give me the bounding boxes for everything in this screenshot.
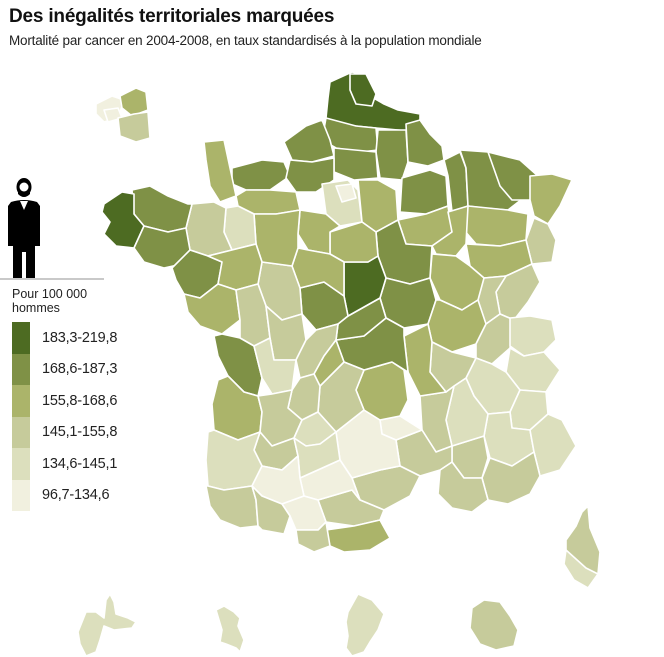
legend-swatch: [12, 448, 30, 480]
legend-swatch: [12, 322, 30, 354]
legend-label: 183,3-219,8: [42, 329, 118, 346]
legend-item: 96,7-134,6: [12, 479, 117, 511]
legend-label: 168,6-187,3: [42, 361, 118, 378]
ile-de-france-inset: [95, 87, 151, 143]
legend-divider: [0, 278, 104, 280]
martinique: [215, 605, 245, 653]
legend-item: 168,6-187,3: [12, 353, 118, 385]
la-reunion: [469, 599, 519, 651]
legend-swatch: [12, 479, 30, 511]
legend-label: 134,6-145,1: [42, 455, 118, 472]
chart-subtitle: Mortalité par cancer en 2004-2008, en ta…: [9, 33, 482, 48]
legend: 183,3-219,8 168,6-187,3 155,8-168,6 145,…: [12, 322, 117, 511]
legend-label: 155,8-168,6: [42, 392, 118, 409]
guyane: [345, 593, 385, 657]
legend-item: 145,1-155,8: [12, 416, 118, 448]
legend-label: 145,1-155,8: [42, 424, 118, 441]
legend-swatch: [12, 385, 30, 417]
legend-swatch: [12, 353, 30, 385]
legend-item: 134,6-145,1: [12, 448, 117, 480]
legend-item: 183,3-219,8: [12, 322, 117, 354]
legend-unit-label: Pour 100 000 hommes: [12, 287, 88, 315]
chart-title: Des inégalités territoriales marquées: [9, 6, 335, 27]
legend-label: 96,7-134,6: [42, 487, 110, 504]
legend-swatch: [12, 416, 30, 448]
man-silhouette-icon: [8, 178, 40, 280]
legend-item: 155,8-168,6: [12, 385, 117, 417]
guadeloupe: [77, 593, 137, 657]
